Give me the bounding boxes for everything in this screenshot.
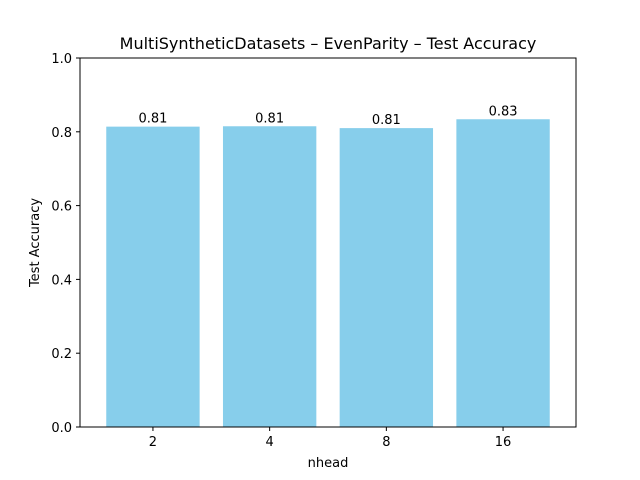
plot-area: 0.81 2 0.81 4 0.81 8 0.83 16 0.0 0.2 0.4 0.6 0.8 1.0	[51, 52, 577, 450]
y-tick-label: 1.0	[51, 52, 72, 67]
data-label-4: 0.81	[255, 111, 284, 126]
y-tick-label: 0.6	[51, 200, 72, 215]
bar-16	[456, 119, 550, 427]
chart-title: MultiSyntheticDatasets – EvenParity – Te…	[120, 34, 537, 53]
x-tick-label-8: 8	[382, 435, 390, 450]
axes-frame	[79, 57, 577, 428]
y-tick-label: 0.4	[51, 273, 72, 288]
x-tick-label-4: 4	[266, 435, 274, 450]
data-label-16: 0.83	[489, 104, 518, 119]
data-label-8: 0.81	[372, 113, 401, 128]
bar-4	[222, 126, 317, 427]
y-axis-label: Test Accuracy	[28, 198, 43, 288]
data-label-2: 0.81	[138, 112, 167, 127]
bar-2	[106, 126, 200, 427]
x-tick-label-2: 2	[149, 435, 157, 450]
y-tick-label: 0.8	[51, 126, 72, 141]
y-tick-label: 0.0	[51, 421, 72, 436]
bar-8	[339, 128, 434, 428]
x-axis-label: nhead	[308, 456, 349, 471]
x-tick-label-16: 16	[495, 435, 512, 450]
y-tick-label: 0.2	[51, 347, 72, 362]
